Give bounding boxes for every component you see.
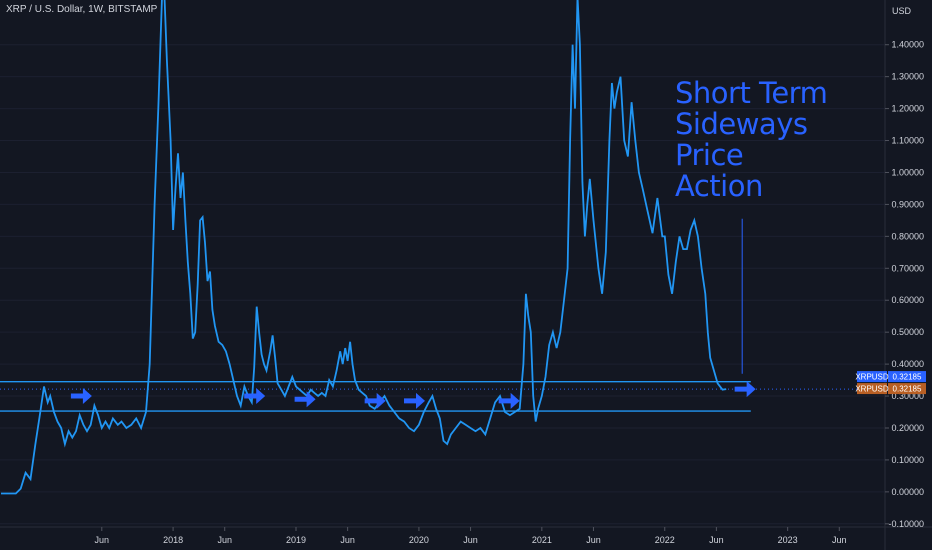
currency-label: USD	[892, 6, 912, 16]
price-tick-label: 0.70000	[891, 263, 924, 273]
price-badge-value: 0.32185	[893, 373, 922, 382]
price-badge: XRPUSD 0.32185	[855, 371, 926, 383]
annotation-line-2: Sideways	[675, 107, 808, 141]
time-tick-label: Jun	[463, 535, 478, 545]
annotation-line-1: Short Term	[675, 76, 828, 110]
time-tick-label: Jun	[217, 535, 232, 545]
price-tick-label: 0.80000	[891, 231, 924, 241]
price-badge-value: 0.32185	[893, 385, 922, 394]
price-badge-symbol: XRPUSD	[855, 373, 889, 382]
time-tick-label: Jun	[586, 535, 601, 545]
y-axis-grid	[0, 44, 885, 525]
time-tick-label: 2020	[409, 535, 429, 545]
annotation-line-4: Action	[675, 169, 763, 203]
price-tick-label: -0.10000	[888, 519, 924, 529]
price-tick-label: 1.30000	[891, 72, 924, 82]
price-tick-label: 0.20000	[891, 423, 924, 433]
price-badge: XRPUSD 0.32185	[855, 383, 926, 395]
price-badges: XRPUSD 0.32185 XRPUSD 0.32185	[855, 371, 926, 395]
price-tick-label: 0.10000	[891, 455, 924, 465]
price-series-line	[1, 0, 727, 495]
time-tick-label: 2019	[286, 535, 306, 545]
price-tick-label: 1.10000	[891, 136, 924, 146]
time-tick-label: Jun	[340, 535, 355, 545]
time-tick-label: Jun	[95, 535, 110, 545]
arrow-right-icon	[364, 392, 386, 409]
time-tick-label: 2018	[163, 535, 183, 545]
price-tick-label: 0.00000	[891, 487, 924, 497]
time-tick-label: 2022	[655, 535, 675, 545]
price-tick-label: 0.50000	[891, 327, 924, 337]
time-tick-label: Jun	[832, 535, 847, 545]
time-axis[interactable]: Jun 2018 Jun 2019 Jun 2020 Jun 2021 Jun 2022 Jun 20…	[95, 527, 847, 545]
price-badge-symbol: XRPUSD	[855, 385, 889, 394]
price-tick-label: 0.90000	[891, 199, 924, 209]
price-tick-label: 0.60000	[891, 295, 924, 305]
sideways-range-lines	[0, 381, 751, 412]
arrow-right-icon	[294, 391, 316, 408]
arrow-markers	[70, 381, 756, 409]
price-tick-label: 0.40000	[891, 359, 924, 369]
symbol-header: XRP / U.S. Dollar, 1W, BITSTAMP	[6, 4, 158, 15]
price-axis[interactable]: 1.40000 1.30000 1.20000 1.10000 1.00000 0.900…	[885, 40, 924, 529]
price-tick-label: 0.30000	[891, 391, 924, 401]
price-tick-label: 1.20000	[891, 104, 924, 114]
arrow-right-icon	[498, 392, 520, 409]
annotation-line-3: Price	[675, 138, 744, 172]
price-tick-label: 1.00000	[891, 167, 924, 177]
arrow-right-icon	[734, 381, 756, 398]
price-tick-label: 1.40000	[891, 40, 924, 50]
arrow-right-icon	[244, 388, 266, 405]
arrow-right-icon	[404, 392, 425, 409]
time-tick-label: 2021	[532, 535, 552, 545]
time-tick-label: Jun	[709, 535, 724, 545]
time-tick-label: 2023	[778, 535, 798, 545]
arrow-right-icon	[70, 388, 92, 405]
